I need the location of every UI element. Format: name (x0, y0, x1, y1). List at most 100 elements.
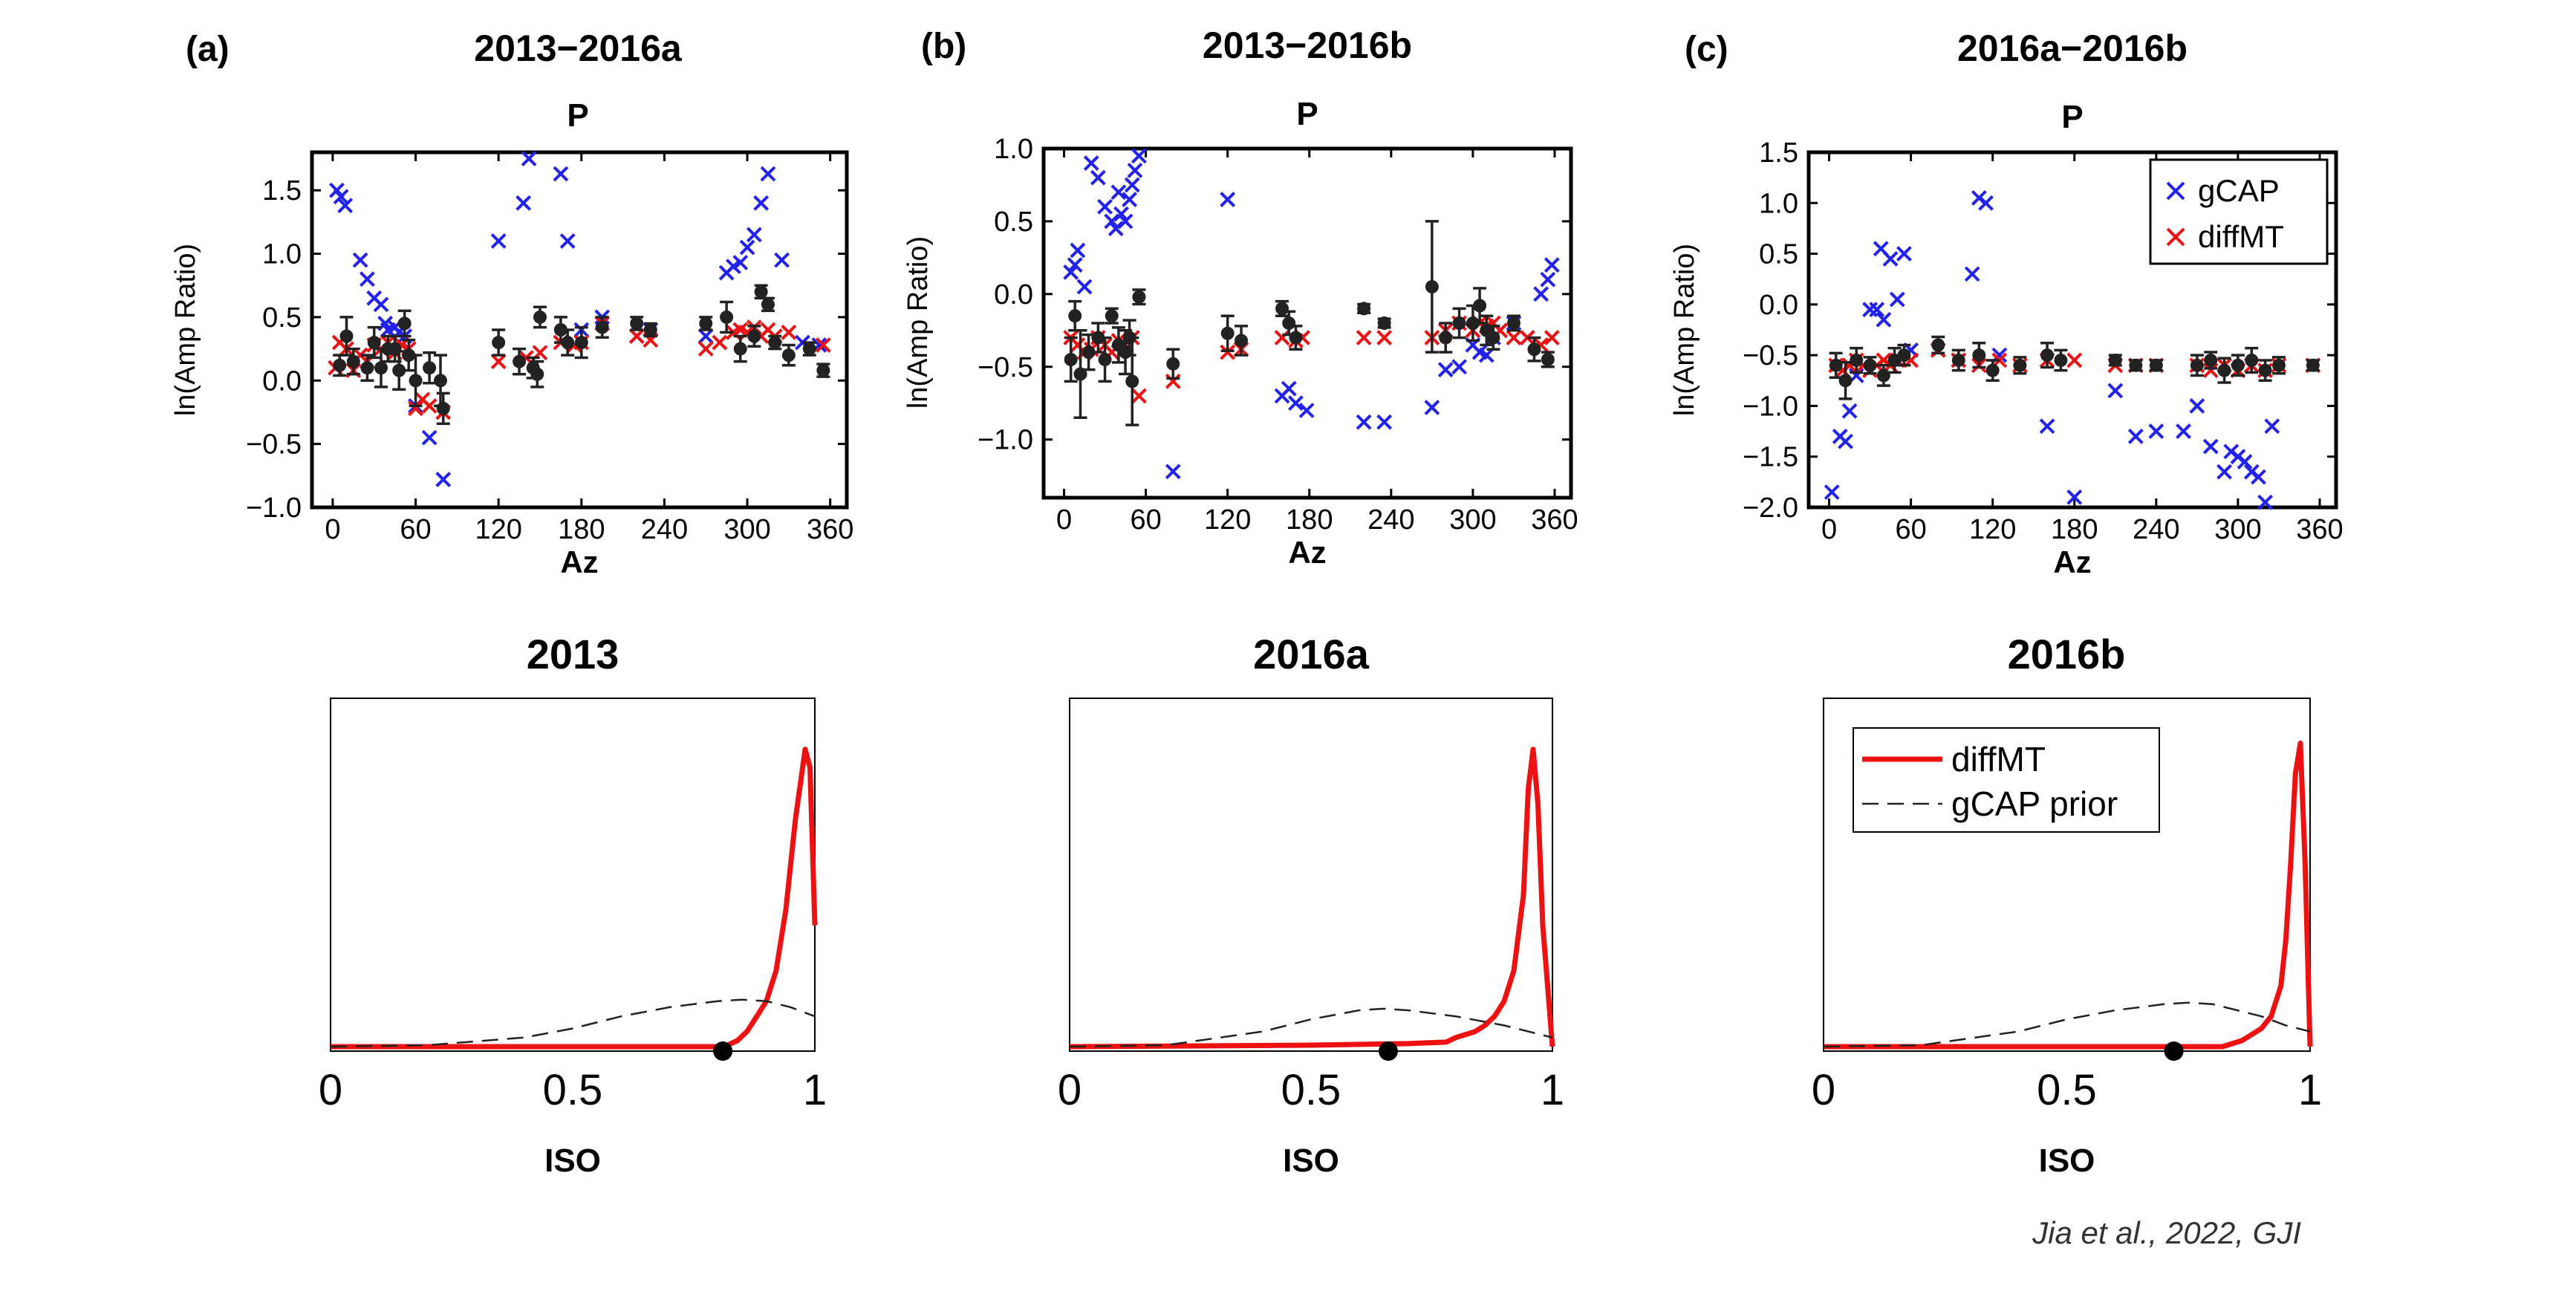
y-tick-label: 0.0 (1759, 290, 1798, 321)
chart-title: 2016b (2008, 631, 2126, 677)
y-tick-label: 0.5 (994, 207, 1033, 238)
gcap-point (1882, 250, 1899, 267)
gcap-point (360, 271, 375, 287)
observed-point (2245, 353, 2259, 367)
x-tick-label: 240 (1367, 504, 1414, 536)
observed-point (374, 361, 388, 375)
x-axis-label: ISO (2039, 1142, 2095, 1179)
gcap-point (1108, 221, 1124, 237)
observed-point (2231, 358, 2245, 372)
diffmt-point (1356, 330, 1372, 345)
observed-point (561, 336, 575, 350)
legend-box (1853, 727, 2160, 833)
diffmt-curve (331, 747, 818, 1050)
gcap-point (1104, 213, 1120, 230)
plot-frame (1806, 150, 2338, 510)
legend-label: gCAP prior (1951, 784, 2118, 823)
chart-panel-c: (c) 2016a−2016b P 0 60 120 180 240 300 360 −2.0 −1.… (1669, 27, 2344, 579)
gcap-point (2237, 454, 2253, 469)
observed-point (720, 310, 734, 324)
observed-point (781, 348, 796, 363)
observed-point (595, 320, 609, 334)
observed-point (2258, 363, 2272, 377)
observed-point (1275, 302, 1289, 316)
gcap-point (1540, 271, 1556, 287)
observed-point (2108, 353, 2122, 367)
observed-point (1132, 290, 1146, 304)
gcap-point (1287, 395, 1304, 412)
gcap-point (352, 252, 368, 268)
x-tick-label: 360 (1531, 504, 1578, 536)
x-axis-label: Az (1288, 535, 1326, 570)
observed-point (733, 342, 747, 356)
x-tick-label: 60 (1130, 504, 1161, 536)
observed-point (630, 316, 644, 331)
observed-point (513, 354, 527, 368)
panel-label: (c) (1685, 30, 1728, 69)
gcap-point (1090, 169, 1106, 186)
gcap-point (1124, 177, 1140, 193)
diffmt-point (490, 354, 507, 370)
x-tick-label: 120 (1204, 504, 1251, 536)
gcap-point (521, 151, 537, 166)
gcap-point (2264, 418, 2280, 435)
gcap-point (515, 195, 532, 211)
y-tick-label: −0.5 (978, 352, 1033, 383)
observed-point (1486, 331, 1500, 345)
gcap-point (1220, 192, 1236, 207)
chart-panel-b: (b) 2013−2016b P 0 60 120 180 240 300 360 −1.0 −0.5… (902, 25, 1578, 570)
diffmt-point (421, 398, 438, 414)
gcap-point (2189, 398, 2205, 414)
observed-point (2013, 358, 2027, 372)
x-tick-label: 0.5 (2037, 1066, 2097, 1114)
gcap-point (2127, 428, 2144, 444)
chart-subtitle: P (1296, 96, 1318, 132)
observed-point (1377, 316, 1391, 330)
plot-frame (310, 150, 849, 510)
y-tick-label: −2.0 (1743, 493, 1798, 524)
y-tick-label: −0.5 (1743, 340, 1798, 371)
observed-point (360, 361, 374, 375)
gcap-point (1117, 213, 1133, 230)
y-tick-label: −1.0 (246, 493, 302, 524)
observed-point (1951, 353, 1965, 367)
observed-point (1166, 357, 1180, 371)
estimate-marker (713, 1041, 733, 1061)
observed-point (1985, 363, 2000, 377)
x-tick-label: 0.5 (543, 1066, 603, 1114)
gcap-prior-curve (1823, 1001, 2311, 1048)
gcap-point (553, 166, 569, 182)
diffmt-point (628, 328, 645, 344)
gcap-point (1165, 464, 1181, 480)
x-tick-label: 1 (2298, 1066, 2322, 1114)
gcap-point (1478, 347, 1494, 363)
observed-point (2204, 353, 2218, 367)
gcap-point (1424, 400, 1440, 415)
observed-point (339, 329, 354, 343)
y-tick-label: −1.0 (1743, 391, 1798, 422)
observed-point (409, 374, 423, 388)
observed-point (1105, 309, 1119, 323)
chart-title: 2016a (1253, 631, 1370, 677)
diffmt-point (781, 324, 797, 340)
panel-label: (b) (921, 27, 966, 66)
y-axis-label: ln(Amp Ratio) (1669, 244, 1700, 416)
x-tick-label: 240 (2133, 514, 2179, 545)
gcap-point (2202, 438, 2219, 455)
series-observed (333, 284, 830, 426)
observed-point (2040, 348, 2055, 363)
gcap-point (1862, 302, 1878, 318)
gcap-point (1113, 206, 1129, 222)
diffmt-point (1131, 388, 1147, 404)
observed-point (1972, 348, 1986, 363)
observed-point (1235, 334, 1249, 348)
observed-point (1452, 316, 1466, 330)
observed-point (1091, 331, 1105, 345)
gcap-point (2066, 489, 2083, 505)
x-axis-label: ISO (1283, 1142, 1339, 1179)
observed-point (1125, 374, 1139, 389)
diffmt-point (1376, 330, 1393, 345)
series-observed (1829, 335, 2320, 400)
observed-point (1439, 331, 1453, 345)
observed-point (2306, 358, 2320, 372)
